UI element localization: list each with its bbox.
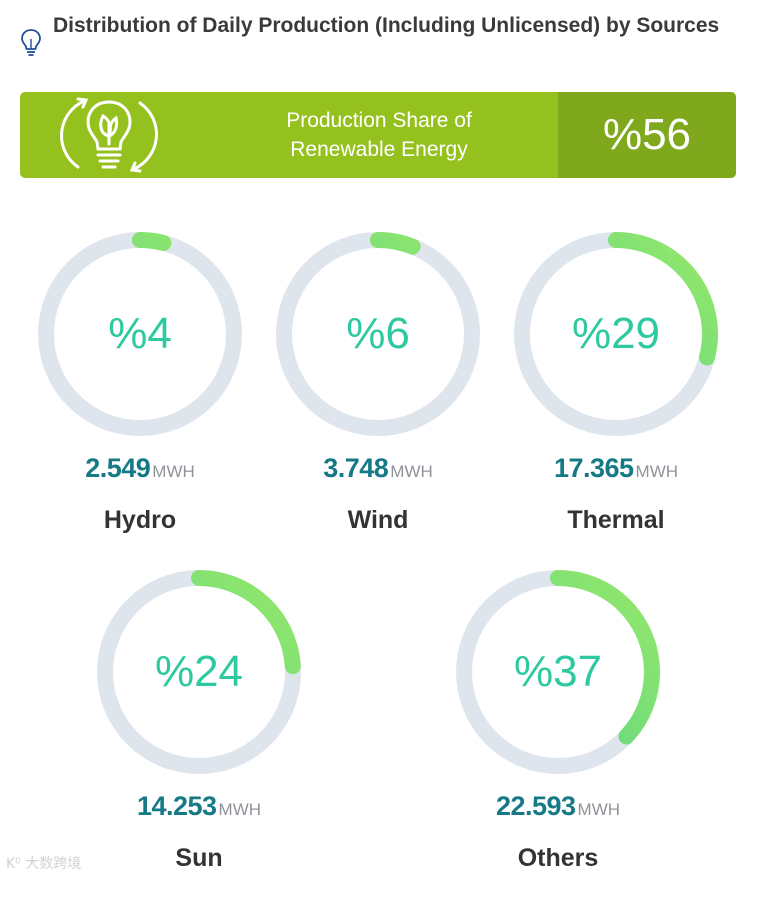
donut-chart: %4 — [36, 230, 244, 438]
renewable-share-value-box: %56 — [558, 92, 736, 178]
percent-label: %4 — [108, 309, 172, 358]
amount-value: 2.549 — [85, 453, 151, 483]
watermark: K⁰ 大数跨境 — [6, 856, 82, 872]
donut-chart: %24 — [95, 568, 303, 776]
source-card-thermal: %29 17.365 MWH Thermal — [496, 230, 736, 560]
amount-unit: MWH — [218, 800, 262, 819]
donut-arc — [456, 570, 660, 774]
renewable-share-label-line2: Renewable Energy — [290, 138, 468, 161]
amount-row: 17.365 MWH — [496, 453, 736, 484]
page-title: Distribution of Daily Production (Includ… — [53, 14, 720, 37]
donut-chart: %6 — [274, 230, 482, 438]
donut-arc — [38, 232, 242, 436]
percent-label: %6 — [346, 309, 410, 358]
amount-value: 14.253 — [136, 791, 217, 821]
amount-unit: MWH — [577, 800, 621, 819]
percent-label: %37 — [513, 647, 603, 696]
amount-row: 22.593 MWH — [438, 791, 678, 822]
donut-chart: %29 — [512, 230, 720, 438]
renewable-share-banner: Production Share of Renewable Energy %56 — [20, 92, 736, 178]
source-card-hydro: %4 2.549 MWH Hydro — [20, 230, 260, 560]
renewable-share-label-line1: Production Share of — [286, 109, 472, 132]
amount-value: 22.593 — [495, 791, 576, 821]
donut-arc — [276, 232, 480, 436]
amount-unit: MWH — [152, 462, 195, 481]
renewable-energy-icon — [60, 97, 158, 173]
source-card-sun: %24 14.253 MWH Sun — [79, 568, 319, 898]
amount-row: 3.748 MWH — [258, 453, 498, 484]
source-name: Others — [517, 844, 599, 872]
amount-row: 14.253 MWH — [79, 791, 319, 822]
lightbulb-icon — [21, 29, 41, 56]
source-name: Wind — [347, 506, 409, 534]
donut-arc — [514, 232, 718, 436]
amount-row: 2.549 MWH — [20, 453, 260, 484]
amount-value: 17.365 — [553, 453, 634, 483]
amount-unit: MWH — [390, 462, 433, 481]
source-name: Sun — [175, 844, 223, 872]
percent-label: %24 — [154, 647, 244, 696]
source-card-wind: %6 3.748 MWH Wind — [258, 230, 498, 560]
amount-value: 3.748 — [323, 453, 389, 483]
donut-chart: %37 — [454, 568, 662, 776]
renewable-share-label: Production Share of Renewable Energy — [220, 106, 538, 164]
amount-unit: MWH — [635, 462, 679, 481]
source-name: Thermal — [567, 506, 665, 534]
source-card-others: %37 22.593 MWH Others — [438, 568, 678, 898]
percent-label: %29 — [571, 309, 661, 358]
renewable-share-value: %56 — [602, 110, 692, 159]
donut-arc — [97, 570, 301, 774]
source-name: Hydro — [103, 506, 177, 534]
